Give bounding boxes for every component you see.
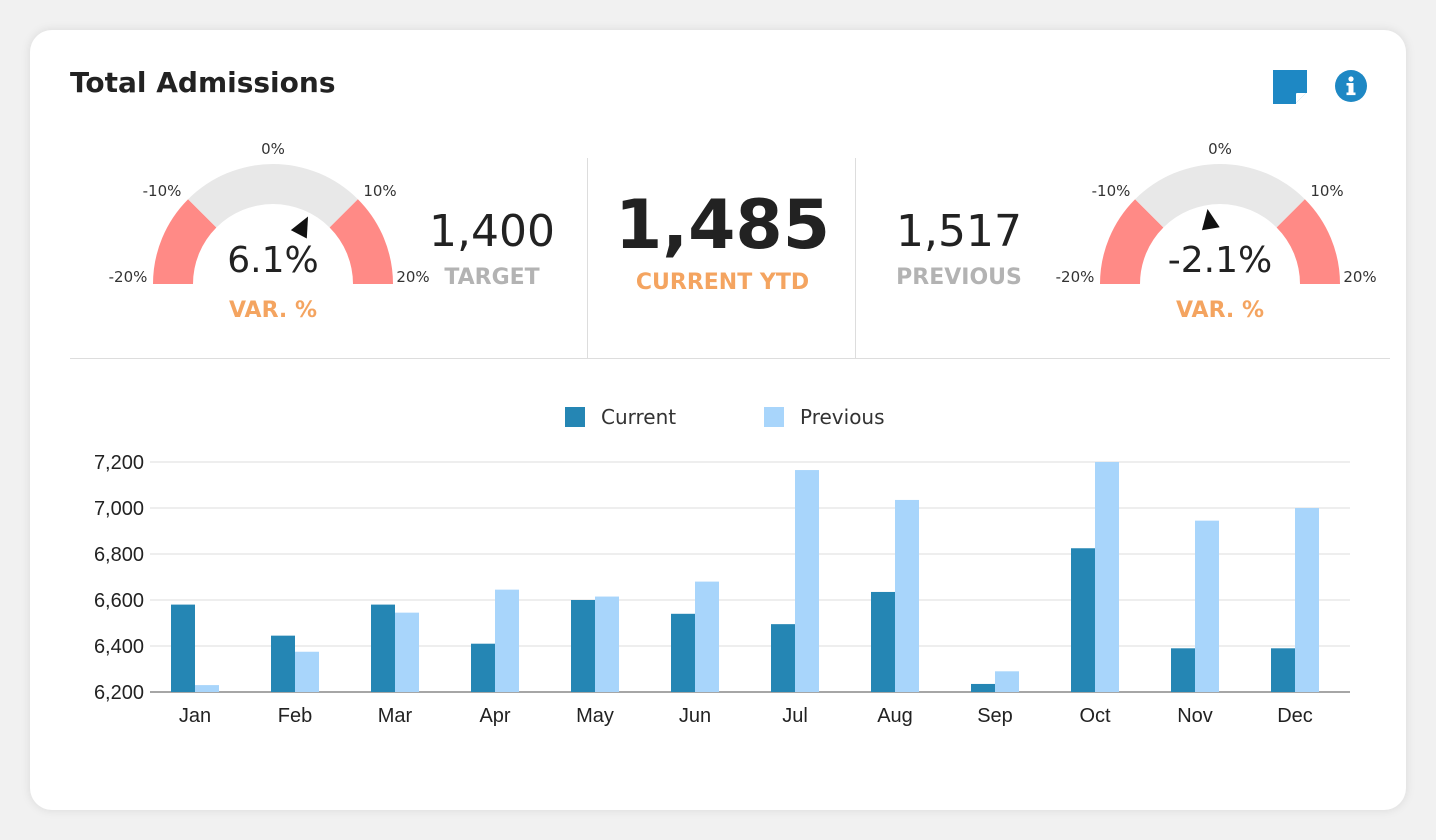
gauge-label: VAR. %: [1176, 298, 1264, 323]
y-tick-label: 6,800: [94, 544, 144, 566]
bar-previous-may[interactable]: [595, 596, 619, 692]
kpi-previous-value: 1,517: [896, 206, 1022, 257]
bar-previous-jun[interactable]: [695, 581, 719, 692]
gauge-label: VAR. %: [229, 298, 317, 323]
gauge-tick-minus20: -20%: [1055, 268, 1095, 286]
info-icon[interactable]: [1334, 69, 1368, 103]
kpi-target-value: 1,400: [429, 206, 555, 257]
legend-label-current: Current: [601, 405, 677, 429]
gauge-arc-low: [1100, 199, 1164, 284]
gauge-tick-0: 0%: [261, 140, 285, 158]
bar-current-mar[interactable]: [371, 604, 395, 692]
kpi-current-value: 1,485: [614, 186, 831, 265]
gauge-tick-20: 20%: [1343, 268, 1377, 286]
x-tick-label: Sep: [977, 705, 1013, 727]
x-tick-label: May: [576, 705, 614, 727]
legend-swatch-previous: [764, 407, 784, 427]
x-tick-label: Jan: [179, 705, 211, 727]
gauge-arc-mid: [1135, 164, 1305, 228]
kpi-current-ytd: 1,485 CURRENT YTD: [600, 186, 845, 296]
x-tick-label: Dec: [1277, 705, 1313, 727]
bar-current-oct[interactable]: [1071, 548, 1095, 692]
gauge-arc-low: [153, 199, 217, 284]
gauge-needle: [1201, 209, 1220, 231]
kpi-target: 1,400 TARGET: [410, 206, 574, 290]
variance-gauge-left: 0% -10% 10% -20% 20% 6.1% VAR. %: [60, 140, 430, 340]
y-tick-label: 6,200: [94, 682, 144, 704]
legend-item-current[interactable]: Current: [565, 405, 676, 429]
bar-previous-aug[interactable]: [895, 499, 919, 692]
x-tick-label: Mar: [378, 705, 413, 727]
y-tick-label: 6,400: [94, 636, 144, 658]
bar-current-may[interactable]: [571, 600, 595, 692]
gauge-tick-minus10: -10%: [1091, 182, 1131, 200]
bar-current-jun[interactable]: [671, 613, 695, 692]
gauge-needle: [290, 216, 309, 239]
gauge-tick-20: 20%: [396, 268, 430, 286]
bar-previous-feb[interactable]: [295, 651, 319, 692]
bar-previous-mar[interactable]: [395, 612, 419, 692]
divider: [587, 158, 588, 358]
bar-chart: 6,200 6,400 6,600 6,800 7,000 7,200 Jan Feb Mar A…: [94, 452, 1350, 727]
gauge-arc: [153, 164, 393, 284]
section-divider: [70, 358, 1390, 359]
kpi-target-label: TARGET: [444, 265, 540, 290]
bar-previous-nov[interactable]: [1195, 520, 1219, 692]
bar-previous-apr[interactable]: [495, 589, 519, 692]
admissions-card: Total Admissions 0% -10% 10% -20% 20% 6.…: [30, 30, 1406, 810]
x-tick-label: Oct: [1079, 705, 1111, 727]
x-tick-label: Aug: [877, 705, 913, 727]
bar-previous-dec[interactable]: [1295, 508, 1319, 692]
gauge-arc-high: [1276, 199, 1340, 284]
legend-item-previous[interactable]: Previous: [764, 405, 885, 429]
gauge-tick-10: 10%: [1310, 182, 1344, 200]
gauge-arc-high: [329, 199, 393, 284]
legend-label-previous: Previous: [800, 405, 885, 429]
x-tick-label: Apr: [479, 705, 510, 727]
divider: [855, 158, 856, 358]
kpi-previous-label: PREVIOUS: [896, 265, 1022, 290]
bar-previous-sep[interactable]: [995, 671, 1019, 692]
gauge-tick-0: 0%: [1208, 140, 1232, 158]
gauge-arc: [1100, 164, 1340, 284]
bar-previous-jan[interactable]: [195, 685, 219, 692]
bar-current-jan[interactable]: [171, 604, 195, 692]
bar-current-sep[interactable]: [971, 683, 995, 692]
chart-legend: Current Previous: [30, 405, 1406, 435]
bar-current-aug[interactable]: [871, 591, 895, 692]
x-tick-label: Nov: [1177, 705, 1213, 727]
bar-previous-jul[interactable]: [795, 470, 819, 692]
gauge-arc-mid: [188, 164, 358, 228]
variance-gauge-right: 0% -10% 10% -20% 20% -2.1% VAR. %: [1037, 140, 1397, 340]
bar-current-apr[interactable]: [471, 643, 495, 692]
y-tick-label: 6,600: [94, 590, 144, 612]
gauge-tick-minus10: -10%: [142, 182, 182, 200]
x-tick-label: Jun: [679, 705, 711, 727]
gauge-tick-minus20: -20%: [108, 268, 148, 286]
bar-current-dec[interactable]: [1271, 648, 1295, 692]
kpi-previous: 1,517 PREVIOUS: [866, 206, 1052, 290]
bar-current-nov[interactable]: [1171, 648, 1195, 692]
legend-swatch-current: [565, 407, 585, 427]
kpi-current-label: CURRENT YTD: [635, 270, 810, 295]
bar-current-feb[interactable]: [271, 635, 295, 692]
gauge-tick-10: 10%: [363, 182, 397, 200]
sticky-note-icon[interactable]: [1273, 70, 1307, 104]
bar-current-jul[interactable]: [771, 624, 795, 692]
gauge-value: -2.1%: [1167, 240, 1273, 281]
bar-previous-oct[interactable]: [1095, 462, 1119, 692]
card-title: Total Admissions: [70, 66, 336, 99]
y-tick-label: 7,200: [94, 452, 144, 474]
x-tick-label: Feb: [278, 705, 312, 727]
y-tick-label: 7,000: [94, 498, 144, 520]
gauge-value: 6.1%: [227, 240, 319, 281]
x-tick-label: Jul: [782, 705, 808, 727]
